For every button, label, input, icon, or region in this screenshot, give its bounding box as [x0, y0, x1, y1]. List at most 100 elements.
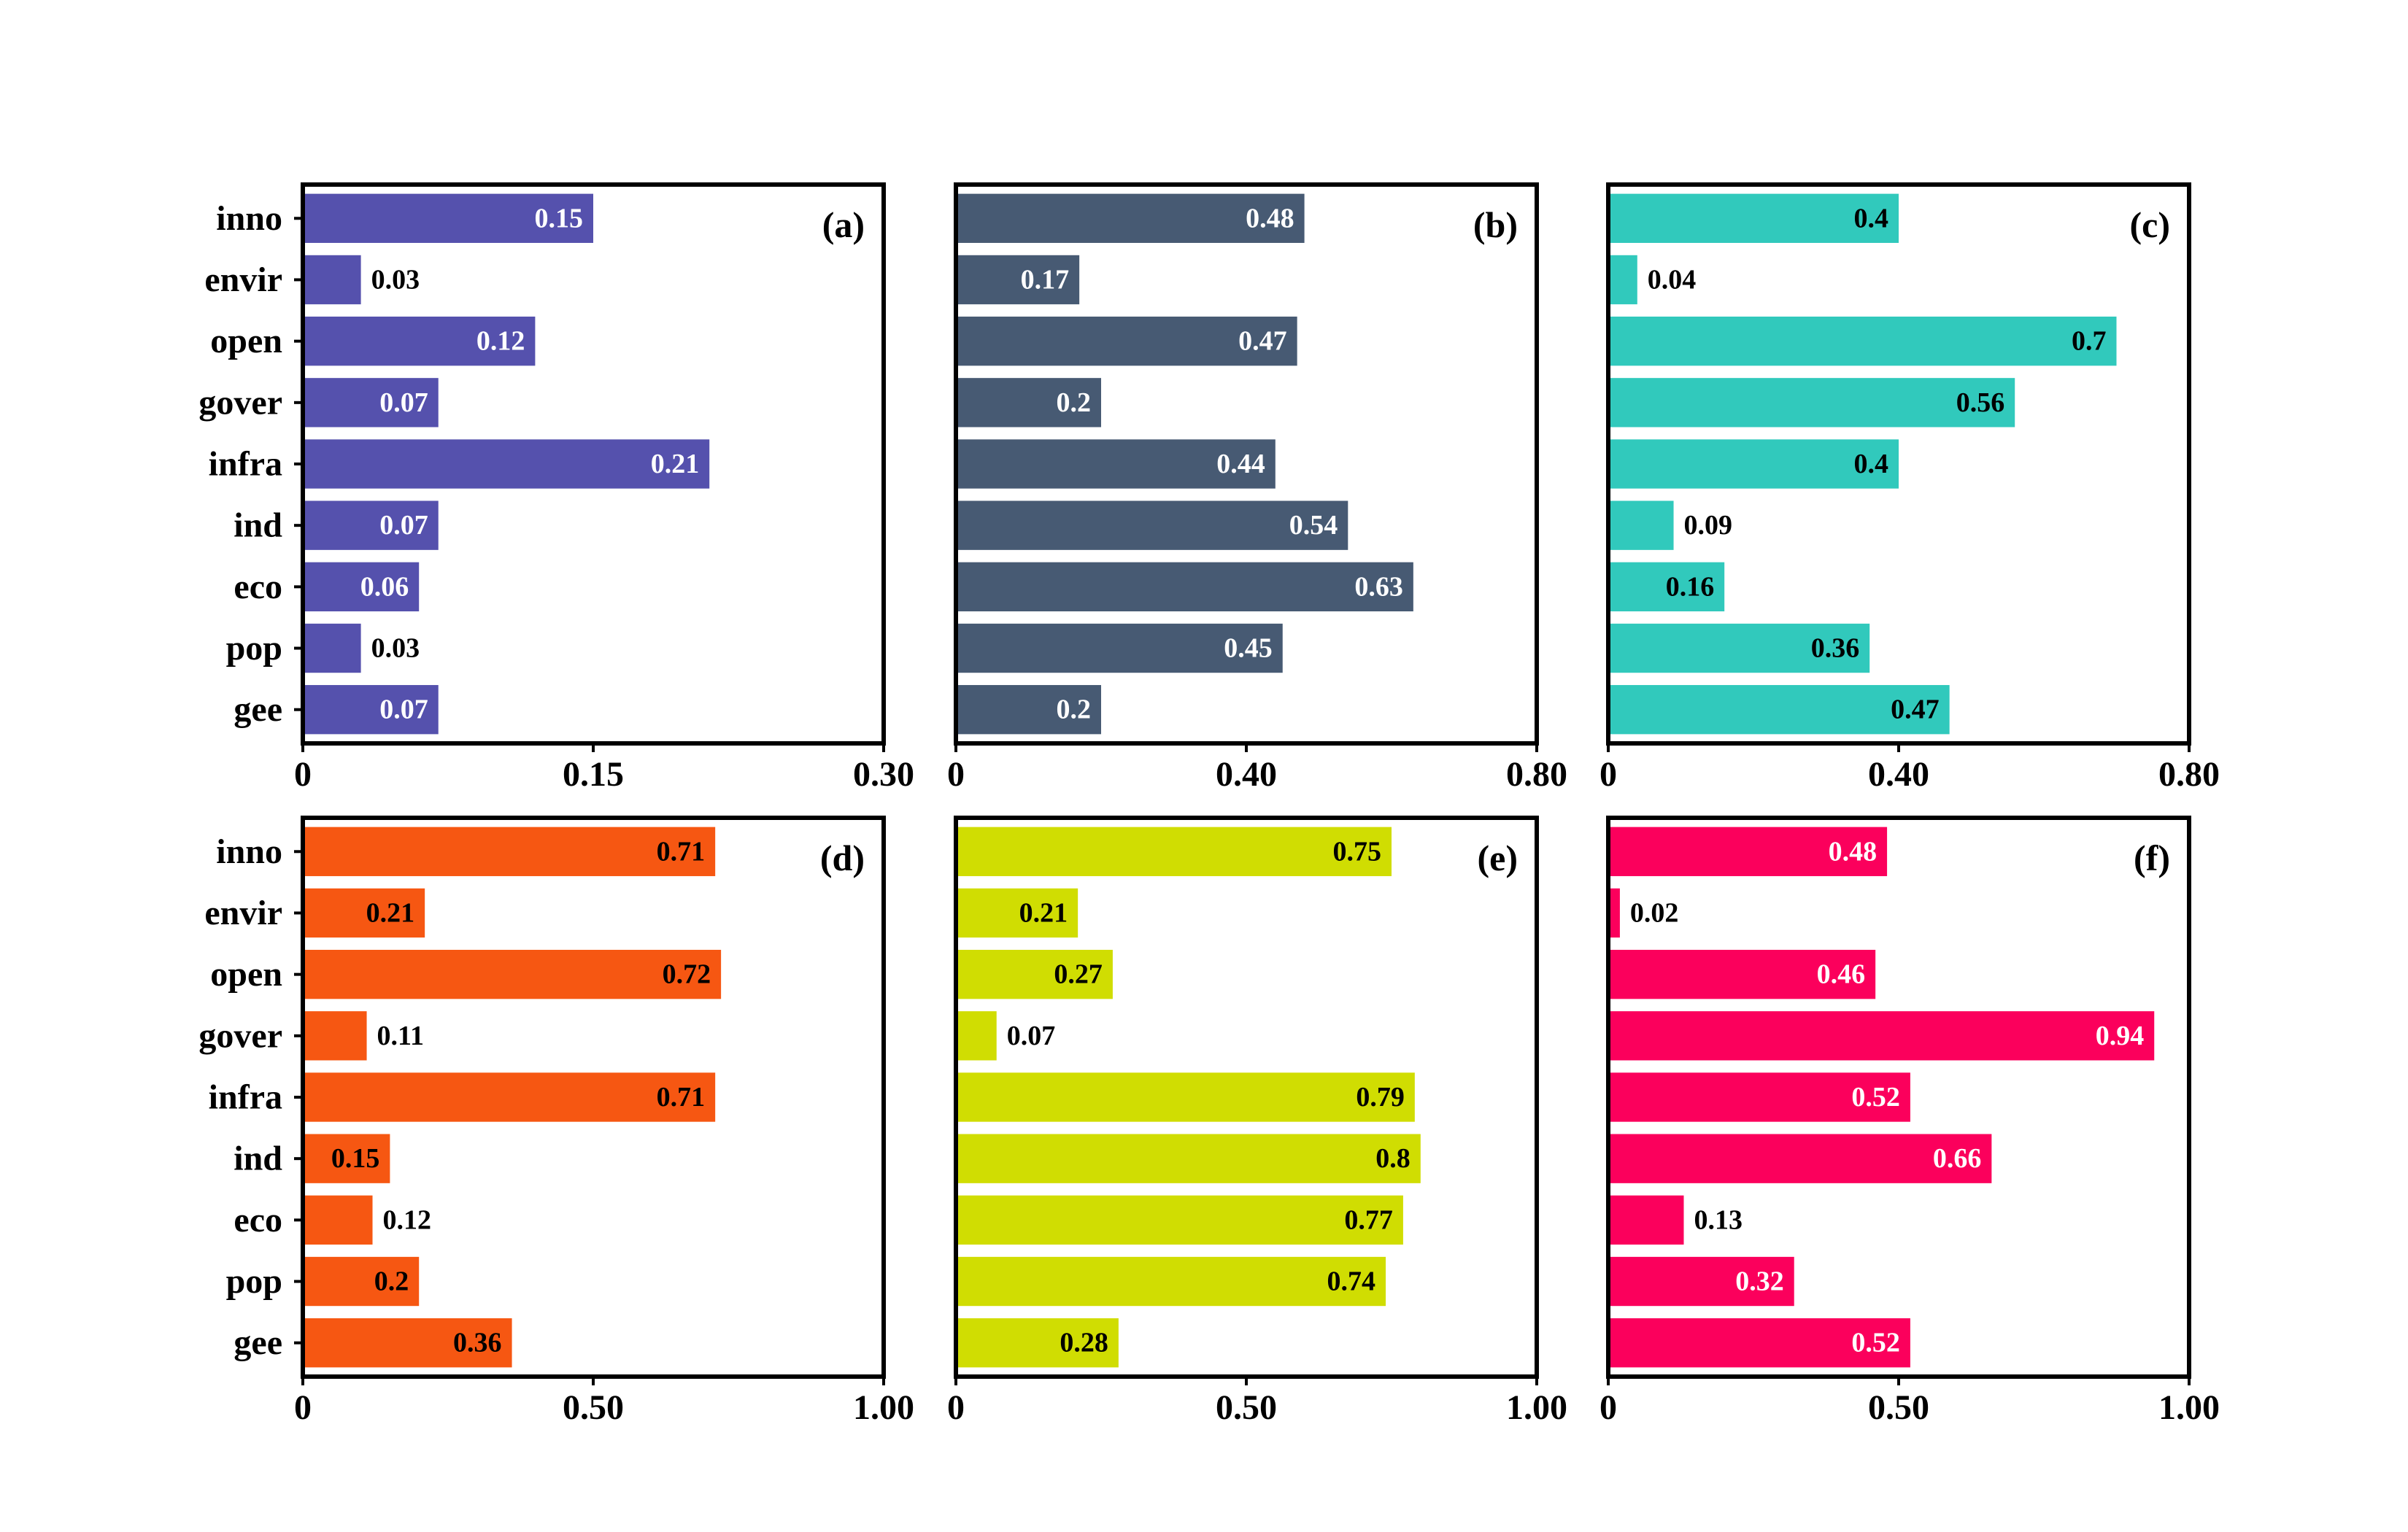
value-label-d-open: 0.72 — [663, 959, 711, 990]
bar-a-eco — [303, 562, 420, 612]
bar-c-inno — [1608, 193, 1899, 243]
value-label-a-gee: 0.07 — [379, 695, 428, 725]
bar-f-gee — [1608, 1318, 1910, 1368]
bar-f-open — [1608, 949, 1876, 999]
value-label-e-gee: 0.28 — [1060, 1328, 1108, 1358]
bar-d-pop — [303, 1256, 420, 1307]
panel-f: 0.48 0.02 0.46 0.94 0.52 0.66 0.13 0.32 0.52 0 0.5… — [1599, 816, 2220, 1427]
plot-frame-a — [301, 182, 886, 746]
bar-a-infra — [303, 439, 710, 489]
value-label-a-ind: 0.07 — [379, 510, 428, 541]
bar-c-infra — [1608, 439, 1899, 489]
bar-a-inno — [303, 193, 593, 243]
bar-c-envir — [1608, 255, 1637, 305]
value-label-e-envir: 0.21 — [1019, 897, 1068, 928]
value-label-f-envir: 0.02 — [1630, 897, 1679, 928]
bar-b-pop — [956, 623, 1283, 673]
value-label-f-inno: 0.48 — [1829, 836, 1878, 867]
value-label-f-gover: 0.94 — [2096, 1021, 2145, 1051]
bar-f-eco — [1608, 1195, 1684, 1245]
x-tick-label-c-2: 0.80 — [2158, 755, 2220, 794]
category-label-d-infra: infra — [209, 1078, 282, 1117]
x-tick-label-d-0: 0 — [294, 1388, 312, 1427]
plot-frame-d — [301, 816, 886, 1379]
x-tick-label-c-0: 0 — [1599, 755, 1617, 794]
category-label-d-inno: inno — [216, 832, 282, 871]
x-tick-label-a-0: 0 — [294, 755, 312, 794]
bar-b-gover — [956, 378, 1101, 428]
panel-label-a: (a) — [822, 204, 865, 245]
value-label-d-envir: 0.21 — [366, 897, 415, 928]
bar-e-gover — [956, 1011, 997, 1061]
category-label-d-ind: ind — [234, 1140, 282, 1178]
bar-d-open — [303, 949, 722, 999]
value-label-d-eco: 0.12 — [383, 1204, 432, 1235]
bar-d-ind — [303, 1134, 390, 1183]
bar-a-envir — [303, 255, 361, 305]
category-label-a-envir: envir — [204, 260, 282, 299]
panel-c: 0.4 0.04 0.7 0.56 0.4 0.09 0.16 0.36 0.47 0 0.40 0.… — [1599, 182, 2220, 794]
bar-f-pop — [1608, 1256, 1794, 1307]
x-tick-label-b-1: 0.40 — [1216, 755, 1277, 794]
bar-e-open — [956, 949, 1113, 999]
bar-f-ind — [1608, 1134, 1992, 1183]
category-label-a-gover: gover — [198, 383, 282, 422]
x-tick-label-f-0: 0 — [1599, 1388, 1617, 1427]
value-label-b-eco: 0.63 — [1354, 571, 1403, 602]
bar-d-infra — [303, 1072, 716, 1122]
bar-b-envir — [956, 255, 1080, 305]
bar-c-pop — [1608, 623, 1870, 673]
bar-b-eco — [956, 562, 1413, 612]
x-tick-label-a-2: 0.30 — [853, 755, 914, 794]
bar-b-inno — [956, 193, 1305, 243]
value-label-d-pop: 0.2 — [374, 1266, 409, 1297]
value-label-f-infra: 0.52 — [1851, 1082, 1900, 1113]
value-label-b-infra: 0.44 — [1216, 449, 1265, 479]
value-label-e-ind: 0.8 — [1375, 1143, 1411, 1174]
value-label-a-infra: 0.21 — [651, 449, 700, 479]
category-label-a-eco: eco — [234, 568, 282, 606]
bar-c-gee — [1608, 685, 1950, 735]
bar-c-ind — [1608, 500, 1674, 550]
panel-label-c: (c) — [2130, 204, 2171, 245]
x-tick-label-e-2: 1.00 — [1506, 1388, 1567, 1427]
value-label-d-gover: 0.11 — [377, 1021, 424, 1051]
category-label-d-gover: gover — [198, 1016, 282, 1055]
category-label-d-pop: pop — [226, 1262, 282, 1301]
bar-f-envir — [1608, 888, 1620, 938]
bar-d-inno — [303, 827, 716, 876]
x-tick-label-b-2: 0.80 — [1506, 755, 1567, 794]
category-label-d-eco: eco — [234, 1201, 282, 1239]
bar-e-gee — [956, 1318, 1119, 1368]
category-label-a-open: open — [210, 322, 282, 360]
value-label-b-open: 0.47 — [1238, 326, 1287, 357]
value-label-d-inno: 0.71 — [657, 836, 706, 867]
bar-d-gee — [303, 1318, 512, 1368]
panel-e: 0.75 0.21 0.27 0.07 0.79 0.8 0.77 0.74 0.28 0 0.50… — [947, 816, 1567, 1427]
value-label-c-eco: 0.16 — [1666, 571, 1715, 602]
x-tick-label-d-2: 1.00 — [853, 1388, 914, 1427]
plot-frame-e — [954, 816, 1539, 1379]
value-label-e-gover: 0.07 — [1007, 1021, 1056, 1051]
bar-d-eco — [303, 1195, 373, 1245]
bar-a-gee — [303, 685, 439, 735]
bar-f-gover — [1608, 1011, 2155, 1061]
bar-e-envir — [956, 888, 1078, 938]
value-label-c-infra: 0.4 — [1854, 449, 1889, 479]
value-label-e-pop: 0.74 — [1327, 1266, 1376, 1297]
bar-a-open — [303, 316, 536, 366]
panel-a: 0.15 inno 0.03 envir 0.12 open 0.07 gover 0.21 in… — [198, 182, 914, 794]
category-label-a-inno: inno — [216, 199, 282, 238]
value-label-d-ind: 0.15 — [331, 1143, 380, 1174]
bar-b-open — [956, 316, 1297, 366]
value-label-d-infra: 0.71 — [657, 1082, 706, 1113]
value-label-e-eco: 0.77 — [1344, 1204, 1393, 1235]
x-tick-label-c-1: 0.40 — [1868, 755, 1929, 794]
value-label-a-envir: 0.03 — [371, 264, 420, 295]
value-label-c-inno: 0.4 — [1854, 203, 1889, 233]
plot-frame-c — [1606, 182, 2191, 746]
value-label-a-gover: 0.07 — [379, 387, 428, 418]
value-label-b-gee: 0.2 — [1057, 695, 1092, 725]
value-label-c-pop: 0.36 — [1811, 633, 1860, 664]
value-label-b-envir: 0.17 — [1021, 264, 1070, 295]
